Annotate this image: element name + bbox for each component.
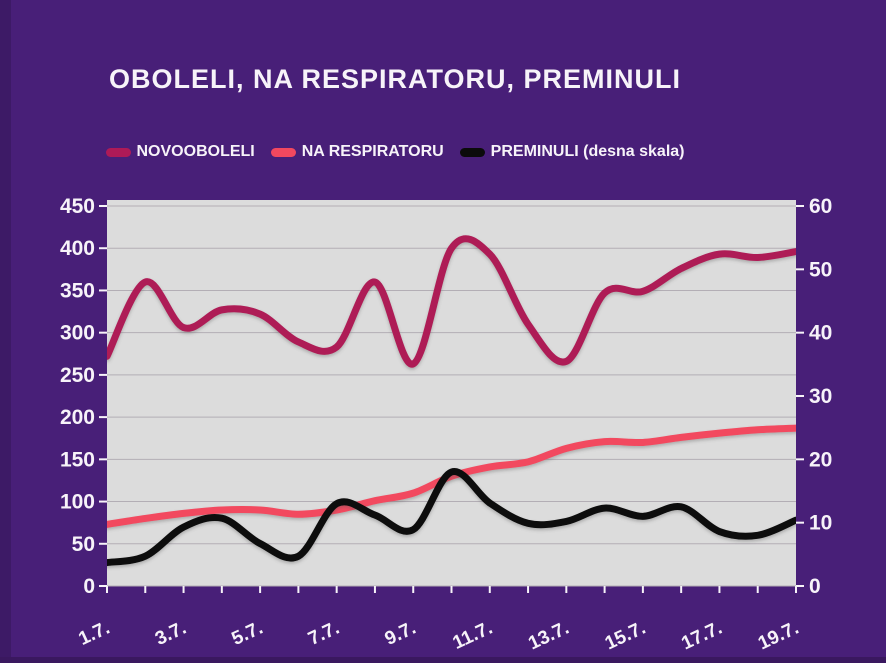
left-axis-label: 0: [83, 575, 95, 598]
legend-item: NA RESPIRATORU: [270, 143, 444, 161]
left-axis-label: 50: [72, 533, 95, 556]
series-line-preminuli-desna-skala: [107, 468, 796, 567]
x-axis-label: 5.7.: [229, 617, 267, 649]
x-axis-label: 9.7.: [382, 617, 420, 649]
legend-swatch: [270, 147, 296, 157]
bottom-edge-strip: [0, 657, 886, 663]
chart-header: OBOLELI, NA RESPIRATORU, PREMINULI NOVOO…: [0, 0, 886, 161]
legend-swatch: [105, 147, 131, 157]
chart-legend: NOVOOBOLELI NA RESPIRATORU PREMINULI (desn…: [0, 143, 790, 161]
left-axis-label: 300: [60, 322, 95, 345]
legend-label: NA RESPIRATORU: [301, 143, 444, 160]
right-axis-label: 60: [809, 195, 832, 218]
chart-title: OBOLELI, NA RESPIRATORU, PREMINULI: [108, 64, 682, 94]
series-line-na-respiratoru: [107, 424, 796, 528]
left-axis-label: 250: [60, 364, 95, 387]
right-axis-label: 50: [809, 258, 832, 281]
legend-label: NOVOOBOLELI: [136, 143, 255, 160]
legend-label: PREMINULI (desna skala): [490, 143, 685, 160]
legend-item: NOVOOBOLELI: [105, 143, 255, 161]
x-axis-label: 3.7.: [152, 617, 190, 649]
left-axis-label: 400: [60, 237, 95, 260]
left-axis-label: 450: [60, 195, 95, 218]
x-axis-label: 17.7.: [678, 617, 725, 654]
x-axis-label: 15.7.: [602, 617, 649, 654]
legend-swatch: [459, 147, 485, 157]
x-axis-label: 1.7.: [76, 617, 114, 649]
right-axis-label: 30: [809, 385, 832, 408]
right-axis-label: 10: [809, 512, 832, 535]
x-axis-label: 19.7.: [755, 617, 802, 654]
right-axis-label: 20: [809, 448, 832, 471]
plot-area: [107, 200, 796, 586]
x-axis-label: 13.7.: [525, 617, 572, 654]
left-axis-label: 100: [60, 491, 95, 514]
right-axis-label: 0: [809, 575, 821, 598]
x-axis-label: 11.7.: [450, 617, 496, 653]
left-axis-label: 350: [60, 279, 95, 302]
series-line-novooboleli: [107, 235, 796, 368]
left-axis-label: 200: [60, 406, 95, 429]
left-axis-label: 150: [60, 448, 95, 471]
series-group: [107, 235, 796, 567]
left-edge-strip: [0, 0, 11, 663]
legend-item: PREMINULI (desna skala): [459, 143, 685, 161]
x-axis-label: 7.7.: [305, 617, 343, 649]
right-axis-label: 40: [809, 322, 832, 345]
